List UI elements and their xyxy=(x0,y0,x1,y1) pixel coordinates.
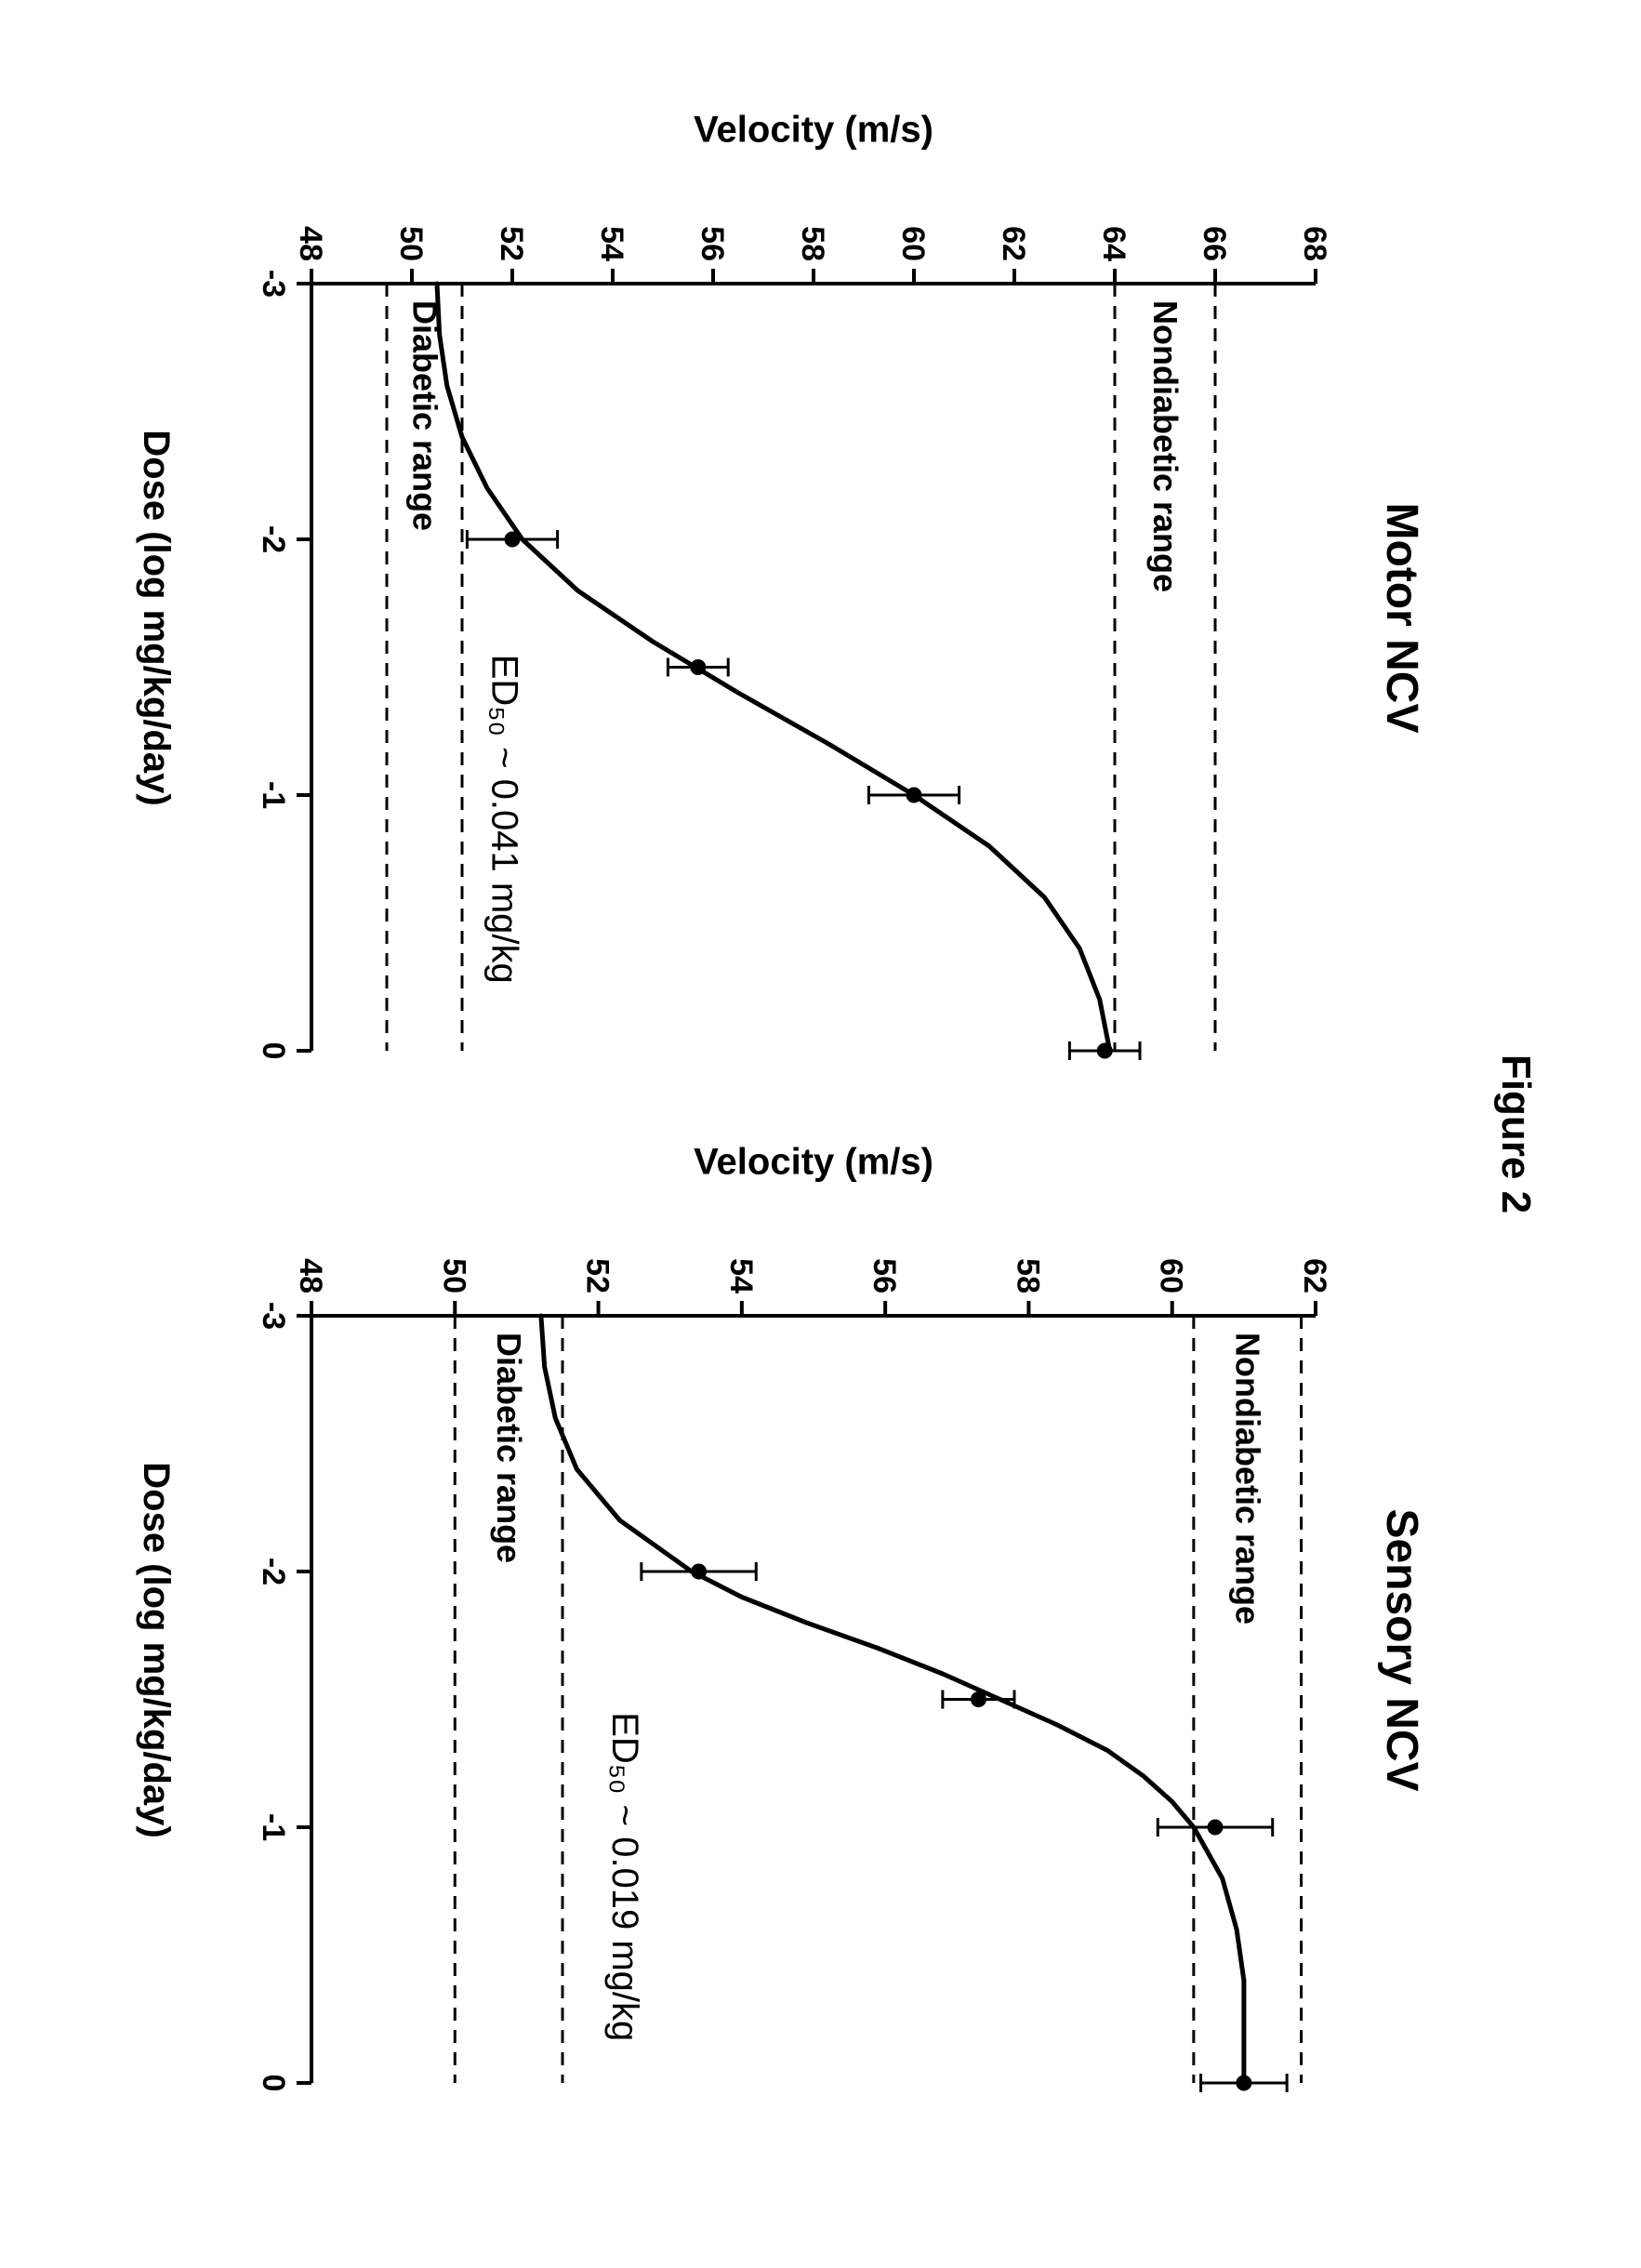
data-point xyxy=(971,1691,986,1706)
y-tick-label: 60 xyxy=(1154,1258,1189,1293)
x-tick-label: 0 xyxy=(256,2074,291,2091)
data-point xyxy=(505,532,520,547)
chart-title: Motor NCV xyxy=(1376,158,1427,1079)
y-tick-label: 60 xyxy=(895,226,931,261)
chart-motor: Motor NCVVelocity (m/s)Dose (log mg/kg/d… xyxy=(153,158,1436,1079)
data-point xyxy=(691,659,706,674)
chart-svg-motor: 48 50 52 54 56 58 60 62 64 66 68 -3 -2 -1 0 Nondiabetic… xyxy=(209,158,1353,1079)
y-tick-label: 62 xyxy=(1297,1258,1332,1293)
y-tick-label: 62 xyxy=(996,226,1031,261)
data-point xyxy=(1097,1043,1112,1058)
data-point xyxy=(1208,1820,1223,1835)
y-axis-label: Velocity (m/s) xyxy=(694,1141,933,1183)
y-tick-label: 58 xyxy=(1010,1258,1045,1293)
x-tick-label: -3 xyxy=(256,269,291,297)
y-tick-label: 66 xyxy=(1197,226,1232,261)
y-tick-label: 48 xyxy=(293,1258,328,1293)
x-tick-label: 0 xyxy=(256,1041,291,1059)
chart-sensory: Sensory NCVVelocity (m/s)Dose (log mg/kg… xyxy=(153,1190,1436,2111)
data-point xyxy=(1237,2076,1251,2090)
figure-title: Figure 2 xyxy=(1492,0,1539,2268)
ed50-label: ED₅₀ ~ 0.019 mg/kg xyxy=(604,1712,645,2041)
chart-title: Sensory NCV xyxy=(1376,1190,1427,2111)
y-tick-label: 68 xyxy=(1297,226,1332,261)
data-point xyxy=(692,1564,707,1579)
y-tick-label: 52 xyxy=(580,1258,615,1293)
x-axis-label: Dose (log mg/kg/day) xyxy=(135,1190,177,2111)
data-point xyxy=(907,788,921,802)
diabetic-range-label: Diabetic range xyxy=(490,1333,528,1563)
ed50-label: ED₅₀ ~ 0.041 mg/kg xyxy=(483,654,524,983)
x-tick-label: -2 xyxy=(256,524,291,552)
y-tick-label: 56 xyxy=(867,1258,902,1293)
y-tick-label: 50 xyxy=(393,226,429,261)
y-tick-label: 54 xyxy=(594,226,629,261)
nondiabetic-range-label: Nondiabetic range xyxy=(1229,1333,1267,1625)
dose-response-curve xyxy=(541,1316,1244,2083)
x-axis-label: Dose (log mg/kg/day) xyxy=(135,158,177,1079)
x-tick-label: -3 xyxy=(256,1301,291,1329)
x-tick-label: -1 xyxy=(256,1812,291,1840)
y-tick-label: 54 xyxy=(723,1258,759,1293)
x-tick-label: -2 xyxy=(256,1557,291,1585)
y-tick-label: 58 xyxy=(795,226,830,261)
dose-response-curve xyxy=(437,284,1110,1051)
y-tick-label: 64 xyxy=(1096,226,1131,261)
x-tick-label: -1 xyxy=(256,780,291,808)
charts-row: Motor NCV Velocity (m/s) Dose (log mg/kg/d… xyxy=(98,0,1436,2268)
y-axis-label: Velocity (m/s) xyxy=(694,109,933,151)
y-tick-label: 52 xyxy=(494,226,529,261)
y-tick-label: 56 xyxy=(695,226,730,261)
nondiabetic-range-label: Nondiabetic range xyxy=(1146,300,1184,592)
y-tick-label: 48 xyxy=(293,226,328,261)
chart-svg-sensory: 48 50 52 54 56 58 60 62 -3 -2 -1 0 Nondiabetic range… xyxy=(209,1190,1353,2111)
y-tick-label: 50 xyxy=(436,1258,471,1293)
